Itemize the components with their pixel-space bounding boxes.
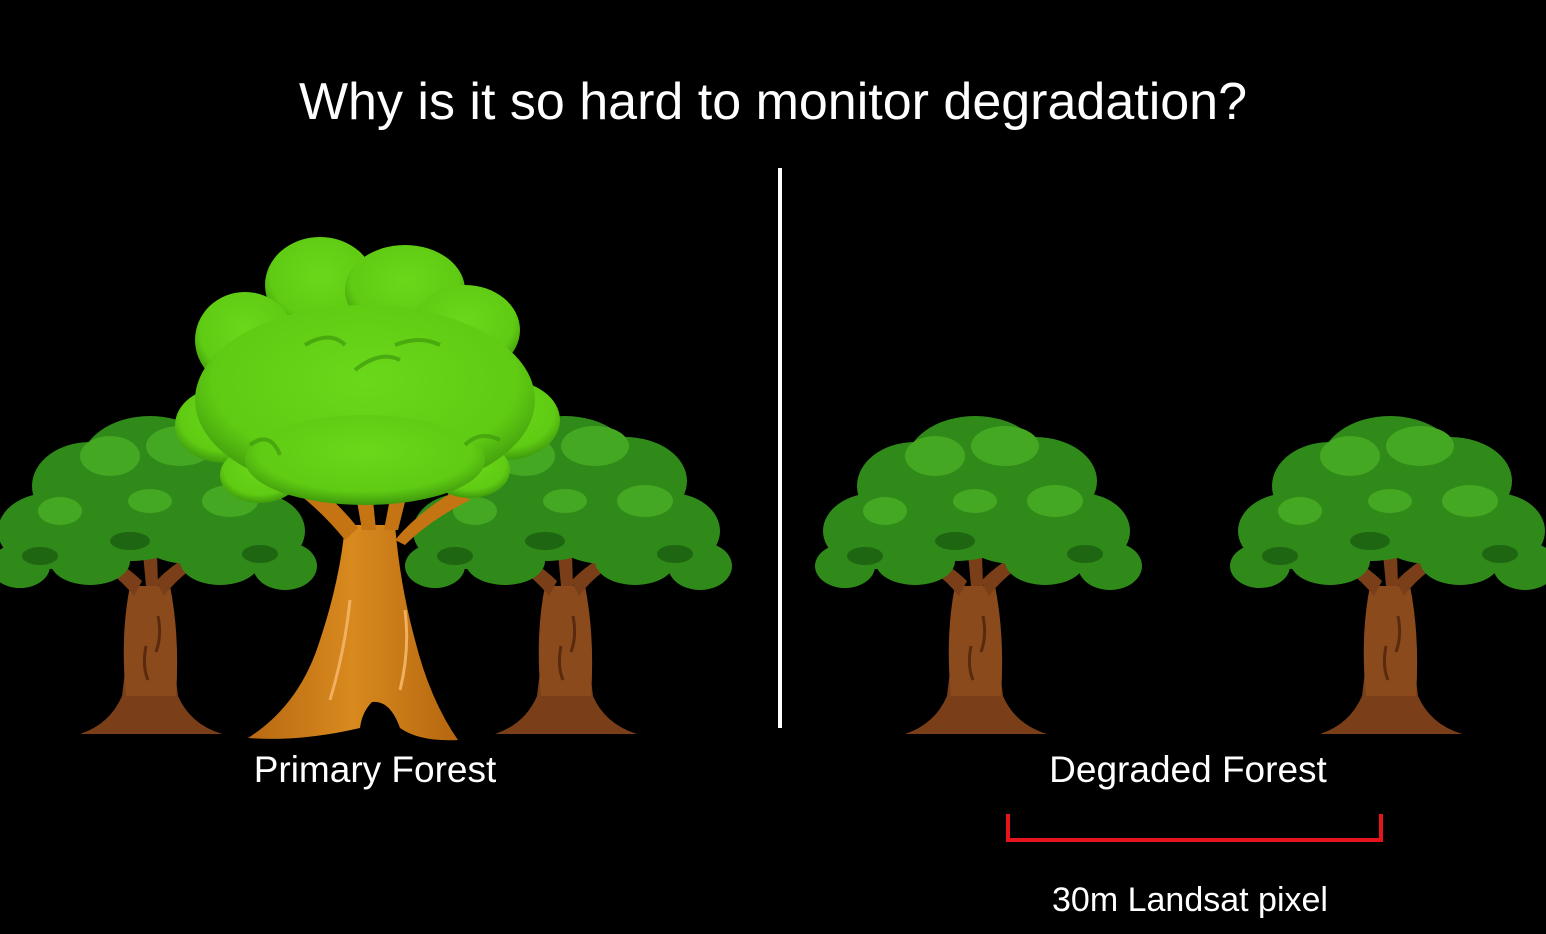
pixel-scale-label: 30m Landsat pixel [1052, 881, 1328, 919]
primary-forest-label: Primary Forest [253, 749, 497, 790]
slide-title: Why is it so hard to monitor degradation… [298, 73, 1248, 131]
pixel-scale-bracket [1006, 814, 1383, 842]
oak-tree-icon [1228, 414, 1546, 736]
panel-divider [778, 168, 782, 728]
big-cartoon-tree-icon [175, 237, 560, 741]
degraded-forest-label: Degraded Forest [1049, 749, 1327, 790]
oak-tree-icon [813, 414, 1144, 736]
